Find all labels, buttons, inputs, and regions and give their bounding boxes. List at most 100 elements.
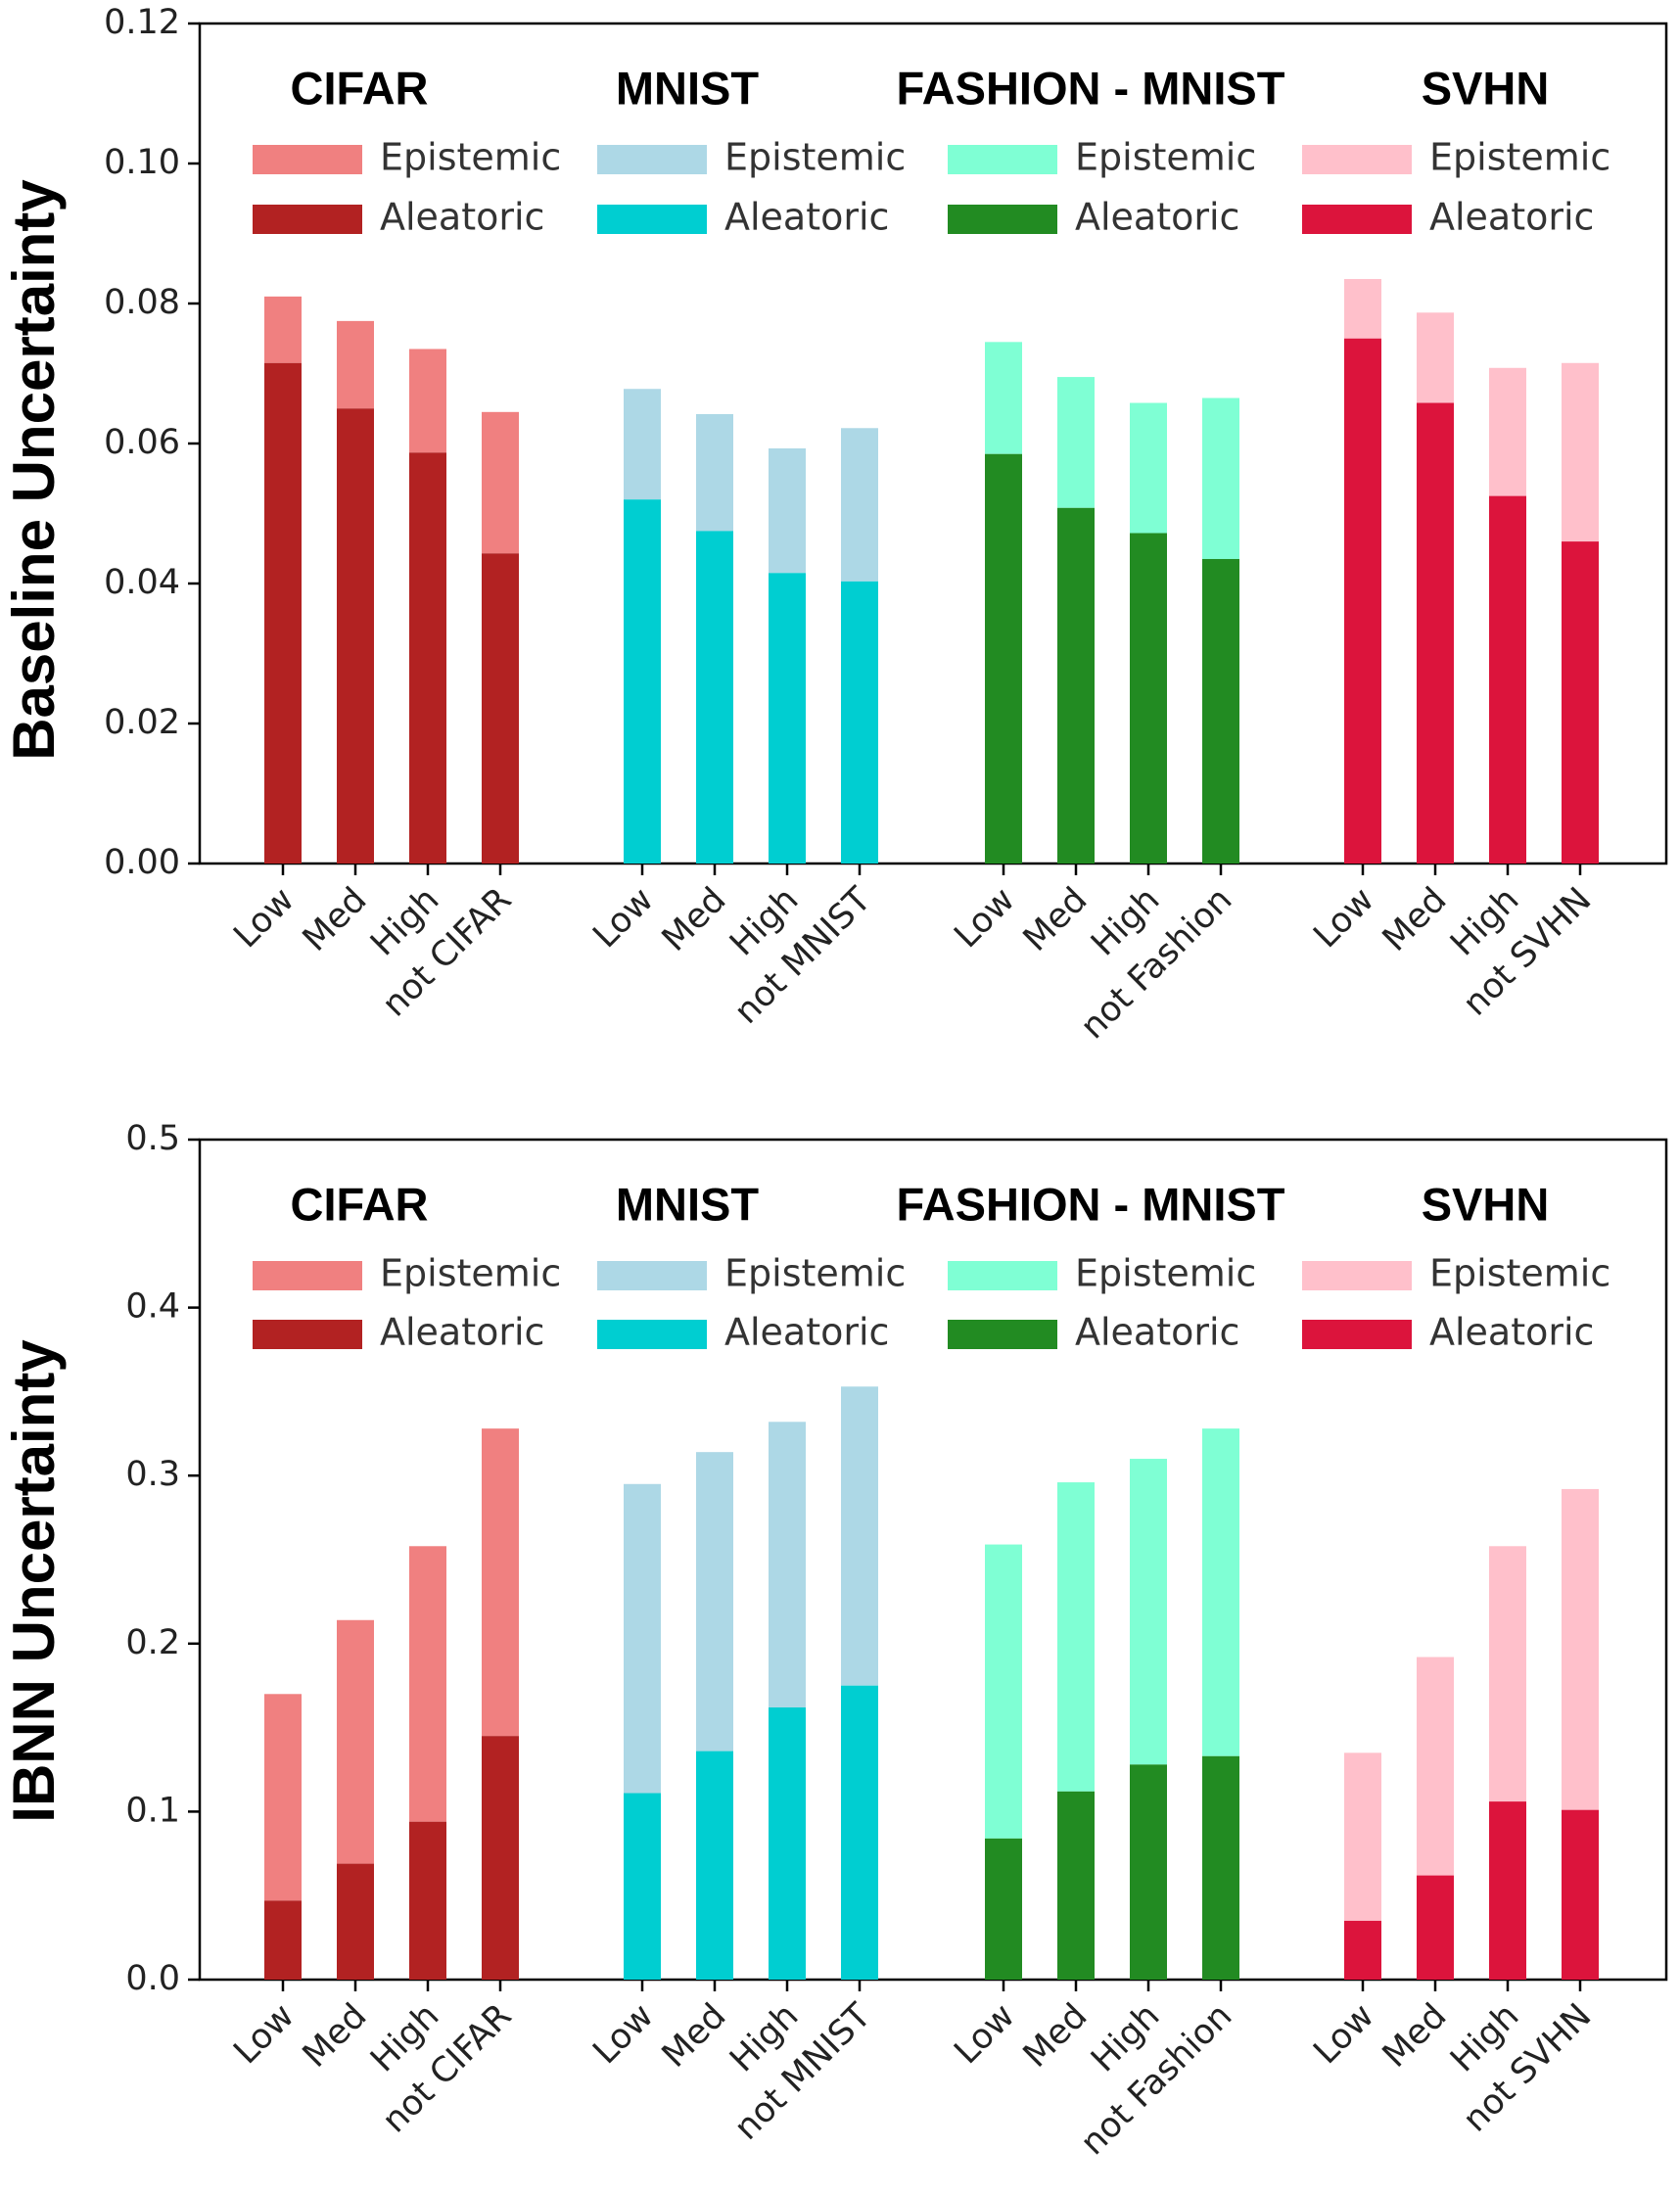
y-tick-label: 0.0 bbox=[125, 1959, 180, 1998]
group-title: FASHION - MNIST bbox=[897, 62, 1285, 114]
y-axis-label: IBNN Uncertainty bbox=[1, 1339, 67, 1823]
legend-label-aleatoric: Aleatoric bbox=[1429, 1311, 1594, 1354]
bar-epistemic bbox=[409, 349, 446, 453]
bar-aleatoric bbox=[1417, 1875, 1454, 1980]
bar-aleatoric bbox=[1489, 1801, 1526, 1980]
bar-aleatoric bbox=[841, 581, 878, 864]
y-tick-label: 0.10 bbox=[104, 143, 180, 182]
bar-aleatoric bbox=[769, 573, 806, 864]
bar-epistemic bbox=[841, 1386, 878, 1686]
x-tick-label: Med bbox=[1376, 1996, 1455, 2076]
legend-swatch-aleatoric bbox=[948, 1320, 1057, 1349]
legend-label-aleatoric: Aleatoric bbox=[380, 196, 544, 239]
x-tick-label: Low bbox=[947, 880, 1022, 956]
bar-aleatoric bbox=[1489, 495, 1526, 864]
bar-aleatoric bbox=[482, 1736, 519, 1980]
legend-label-epistemic: Epistemic bbox=[1075, 1252, 1256, 1295]
legend-swatch-epistemic bbox=[597, 145, 707, 174]
bar-epistemic bbox=[1202, 1428, 1239, 1756]
y-tick-label: 0.02 bbox=[104, 703, 180, 742]
bar-epistemic bbox=[409, 1546, 446, 1822]
bar-epistemic bbox=[1344, 278, 1381, 339]
bar-epistemic bbox=[482, 1428, 519, 1737]
y-axis-label: Baseline Uncertainty bbox=[1, 179, 67, 761]
x-tick-label: Low bbox=[226, 880, 302, 956]
bar-aleatoric bbox=[1130, 1764, 1167, 1980]
bar-aleatoric bbox=[769, 1707, 806, 1980]
bar-epistemic bbox=[1489, 367, 1526, 496]
bar-aleatoric bbox=[841, 1685, 878, 1980]
bar-epistemic bbox=[1489, 1546, 1526, 1802]
x-tick-label: Low bbox=[585, 1996, 661, 2072]
bar-epistemic bbox=[696, 413, 733, 532]
bar-aleatoric bbox=[1344, 338, 1381, 864]
x-tick-label: Low bbox=[947, 1996, 1022, 2072]
x-tick-label: Med bbox=[655, 880, 734, 959]
legend-label-aleatoric: Aleatoric bbox=[724, 1311, 889, 1354]
bar-epistemic bbox=[1417, 1657, 1454, 1876]
group-title: CIFAR bbox=[291, 1178, 429, 1230]
legend-swatch-epistemic bbox=[253, 1261, 362, 1290]
x-tick-label: Med bbox=[1376, 880, 1455, 959]
group-title: SVHN bbox=[1422, 1178, 1550, 1230]
y-tick-label: 0.2 bbox=[125, 1623, 180, 1662]
bar-aleatoric bbox=[337, 408, 374, 864]
legend-swatch-epistemic bbox=[253, 145, 362, 174]
bar-aleatoric bbox=[264, 1900, 302, 1980]
bar-aleatoric bbox=[1562, 541, 1599, 864]
bar-aleatoric bbox=[985, 453, 1022, 864]
legend-swatch-epistemic bbox=[1302, 1261, 1412, 1290]
bar-aleatoric bbox=[1202, 1755, 1239, 1980]
bar-epistemic bbox=[264, 1694, 302, 1901]
bar-aleatoric bbox=[1057, 1791, 1095, 1980]
y-tick-label: 0.4 bbox=[125, 1287, 180, 1327]
legend-swatch-epistemic bbox=[1302, 145, 1412, 174]
legend-swatch-aleatoric bbox=[253, 205, 362, 234]
bar-epistemic bbox=[1344, 1752, 1381, 1921]
bar-epistemic bbox=[985, 342, 1022, 454]
legend-swatch-aleatoric bbox=[597, 1320, 707, 1349]
y-tick-label: 0.04 bbox=[104, 563, 180, 602]
chart-panel-2: 0.0 0.1 0.2 0.3 0.4 0.5 IBNN Uncertainty CIFAR E… bbox=[1, 1119, 1668, 2163]
legend-swatch-epistemic bbox=[597, 1261, 707, 1290]
x-tick-label: Low bbox=[585, 880, 661, 956]
legend-label-aleatoric: Aleatoric bbox=[1429, 196, 1594, 239]
bar-epistemic bbox=[769, 448, 806, 574]
legend-swatch-epistemic bbox=[948, 1261, 1057, 1290]
bar-aleatoric bbox=[409, 1821, 446, 1980]
y-tick-label: 0.08 bbox=[104, 283, 180, 322]
legend-swatch-epistemic bbox=[948, 145, 1057, 174]
bar-epistemic bbox=[337, 1619, 374, 1864]
bar-aleatoric bbox=[482, 553, 519, 864]
bar-aleatoric bbox=[696, 1751, 733, 1980]
legend-label-epistemic: Epistemic bbox=[724, 1252, 906, 1295]
legend-label-epistemic: Epistemic bbox=[1075, 136, 1256, 179]
legend-label-epistemic: Epistemic bbox=[1429, 136, 1610, 179]
bar-aleatoric bbox=[1202, 558, 1239, 864]
y-tick-label: 0.3 bbox=[125, 1455, 180, 1494]
legend-label-aleatoric: Aleatoric bbox=[1075, 196, 1239, 239]
legend-label-epistemic: Epistemic bbox=[380, 136, 561, 179]
bar-epistemic bbox=[769, 1422, 806, 1708]
bar-aleatoric bbox=[1057, 507, 1095, 864]
group-title: FASHION - MNIST bbox=[897, 1178, 1285, 1230]
bar-aleatoric bbox=[1562, 1809, 1599, 1980]
bar-aleatoric bbox=[985, 1838, 1022, 1980]
group-title: MNIST bbox=[616, 1178, 760, 1230]
bar-epistemic bbox=[624, 1483, 661, 1794]
legend-swatch-aleatoric bbox=[948, 205, 1057, 234]
legend-swatch-aleatoric bbox=[1302, 1320, 1412, 1349]
chart-panel-1: 0.00 0.02 0.04 0.06 0.08 0.10 0.12 Baseline Unc… bbox=[1, 3, 1668, 1047]
bar-epistemic bbox=[1130, 1459, 1167, 1765]
legend-label-aleatoric: Aleatoric bbox=[724, 196, 889, 239]
y-tick-label: 0.12 bbox=[104, 3, 180, 42]
bar-epistemic bbox=[1417, 312, 1454, 403]
legend-label-aleatoric: Aleatoric bbox=[1075, 1311, 1239, 1354]
x-tick-label: Med bbox=[655, 1996, 734, 2076]
bar-epistemic bbox=[337, 320, 374, 409]
bar-aleatoric bbox=[409, 452, 446, 864]
bar-aleatoric bbox=[624, 499, 661, 864]
bar-epistemic bbox=[1057, 377, 1095, 508]
group-title: SVHN bbox=[1422, 62, 1550, 114]
